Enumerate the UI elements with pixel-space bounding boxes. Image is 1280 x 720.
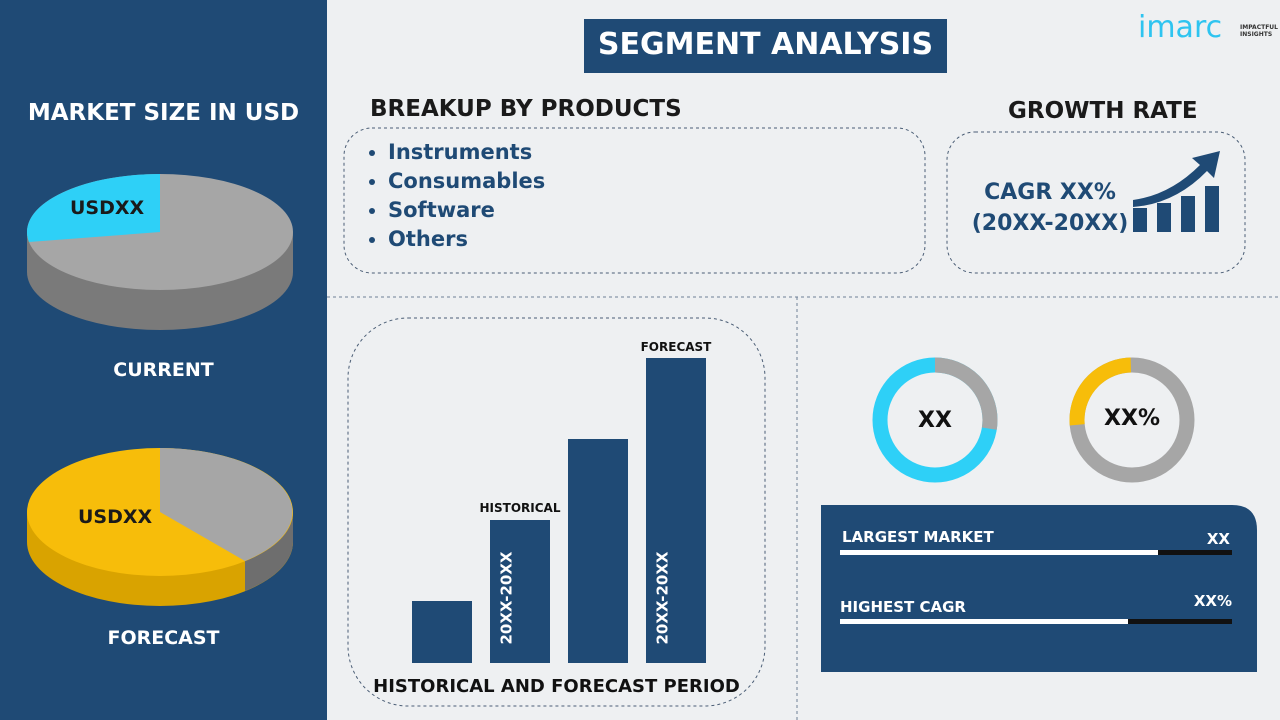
cagr-period: (20XX-20XX) [971,211,1129,236]
bar-label: 20XX-20XX [498,551,516,644]
page-title: SEGMENT ANALYSIS [597,27,934,62]
panel-label: LARGEST MARKET [842,528,994,546]
panel-bg [821,505,1257,672]
product-item: Consumables [388,167,545,196]
title-bg [584,19,947,73]
cagr: CAGR XX% [984,180,1116,205]
donut-label: XX% [1104,406,1160,431]
pie-label: USDXX [78,506,153,528]
progress [840,550,1158,555]
logo: imarc [1138,10,1223,45]
panel-label: HIGHEST CAGR [840,598,966,616]
progress [1158,550,1232,555]
product-item: Instruments [388,138,545,167]
bar-tag: HISTORICAL [479,501,561,515]
pie-label: USDXX [70,197,145,219]
bar-tag: FORECAST [640,340,712,354]
product-item: Software [388,196,545,225]
donut [1069,357,1195,483]
sidebar-title: MARKET SIZE IN USD [27,100,300,126]
box [347,317,766,707]
current-pie [27,174,293,330]
section-title: GROWTH RATE [1008,98,1198,124]
section-title: BREAKUP BY PRODUCTS [370,96,682,122]
progress [1128,619,1232,624]
logo-tagline: IMPACTFUL INSIGHTS [1240,24,1278,38]
bars [412,358,706,663]
growth-icon [1133,151,1220,232]
panel-value: XX [1206,530,1230,548]
forecast-pie [27,448,293,606]
donut [872,357,998,483]
panel-value: XX% [1193,592,1232,610]
pie-caption: CURRENT [113,359,214,381]
box [946,131,1246,274]
pie-caption: FORECAST [107,627,220,649]
bars-caption: HISTORICAL AND FORECAST PERIOD [373,676,740,697]
product-item: Others [388,225,545,254]
progress [840,619,1128,624]
donut-label: XX [918,408,952,433]
product-list: Instruments Consumables Software Others [350,138,545,254]
box [343,127,926,274]
bar-label: 20XX-20XX [654,551,672,644]
